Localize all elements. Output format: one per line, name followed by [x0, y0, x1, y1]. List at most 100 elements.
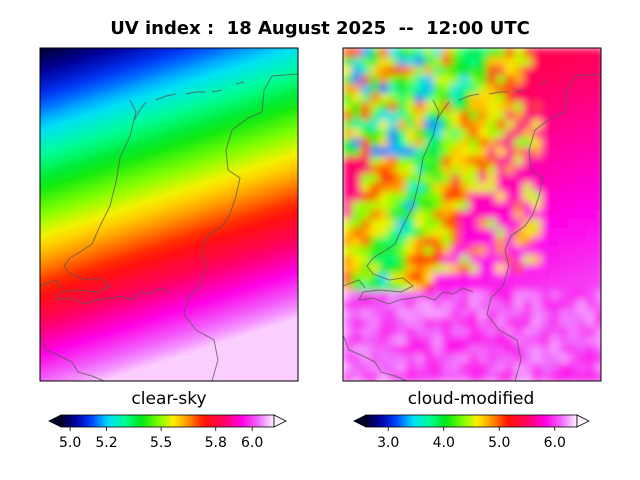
field-cell: [541, 363, 551, 373]
field-cell: [370, 192, 380, 202]
field-cell: [361, 48, 371, 58]
field-cell: [478, 282, 488, 292]
field-cell: [343, 219, 353, 229]
field-cell: [379, 282, 389, 292]
field-cell: [595, 255, 601, 265]
field-cell: [532, 354, 542, 364]
field-cell: [361, 354, 371, 364]
field-cell: [523, 93, 533, 103]
field-cell: [496, 372, 506, 381]
field-cell: [505, 264, 515, 274]
field-cell: [496, 318, 506, 328]
field-cell: [514, 264, 524, 274]
field-cell: [424, 327, 434, 337]
field-cell: [379, 147, 389, 157]
field-cell: [478, 237, 488, 247]
field-cell: [487, 345, 497, 355]
field-cell: [523, 300, 533, 310]
field-cell: [568, 102, 578, 112]
field-cell: [478, 372, 488, 381]
field-cell: [586, 219, 596, 229]
field-cell: [532, 102, 542, 112]
field-cell: [514, 165, 524, 175]
field-cell: [514, 219, 524, 229]
field-cell: [559, 354, 569, 364]
field-cell: [469, 363, 479, 373]
field-cell: [586, 327, 596, 337]
clear-sky-tick-label: 6.0: [241, 435, 263, 451]
field-cell: [397, 129, 407, 139]
field-cell: [343, 147, 353, 157]
field-cell: [388, 219, 398, 229]
field-cell: [388, 66, 398, 76]
field-cell: [397, 120, 407, 130]
field-cell: [487, 129, 497, 139]
field-cell: [496, 363, 506, 373]
border-line: [40, 334, 105, 381]
field-cell: [559, 201, 569, 211]
field-cell: [541, 255, 551, 265]
chart-title: UV index : 18 August 2025 -- 12:00 UTC: [110, 18, 530, 39]
field-cell: [388, 75, 398, 85]
field-cell: [577, 318, 587, 328]
field-cell: [460, 264, 470, 274]
field-cell: [406, 300, 416, 310]
field-cell: [523, 111, 533, 121]
field-cell: [505, 120, 515, 130]
field-cell: [532, 66, 542, 76]
field-cell: [541, 138, 551, 148]
field-cell: [577, 183, 587, 193]
field-cell: [523, 363, 533, 373]
field-cell: [532, 156, 542, 166]
field-cell: [487, 120, 497, 130]
field-cell: [388, 363, 398, 373]
field-cell: [541, 120, 551, 130]
field-cell: [460, 210, 470, 220]
field-cell: [451, 300, 461, 310]
field-cell: [496, 192, 506, 202]
field-cell: [424, 363, 434, 373]
field-cell: [514, 273, 524, 283]
field-cell: [460, 201, 470, 211]
field-cell: [559, 300, 569, 310]
field-cell: [451, 75, 461, 85]
field-cell: [523, 201, 533, 211]
field-cell: [388, 255, 398, 265]
field-cell: [406, 372, 416, 381]
border-line: [155, 93, 177, 101]
field-cell: [397, 48, 407, 58]
field-cell: [406, 192, 416, 202]
field-cell: [370, 174, 380, 184]
field-cell: [460, 165, 470, 175]
field-cell: [487, 363, 497, 373]
field-cell: [532, 309, 542, 319]
border-line: [133, 101, 147, 121]
field-cell: [550, 48, 560, 58]
field-cell: [370, 66, 380, 76]
field-cell: [343, 327, 353, 337]
field-cell: [361, 228, 371, 238]
field-cell: [343, 300, 353, 310]
field-cell: [406, 345, 416, 355]
field-cell: [568, 228, 578, 238]
field-cell: [442, 93, 452, 103]
field-cell: [388, 309, 398, 319]
field-cell: [433, 363, 443, 373]
field-cell: [442, 201, 452, 211]
field-cell: [433, 318, 443, 328]
field-cell: [514, 318, 524, 328]
field-cell: [595, 219, 601, 229]
field-cell: [550, 138, 560, 148]
field-cell: [424, 102, 434, 112]
field-cell: [397, 219, 407, 229]
field-cell: [370, 327, 380, 337]
field-cell: [532, 57, 542, 67]
field-cell: [595, 354, 601, 364]
field-cell: [397, 372, 407, 381]
field-cell: [577, 111, 587, 121]
field-cell: [343, 354, 353, 364]
field-cell: [352, 219, 362, 229]
field-cell: [559, 255, 569, 265]
field-cell: [433, 156, 443, 166]
field-cell: [514, 237, 524, 247]
